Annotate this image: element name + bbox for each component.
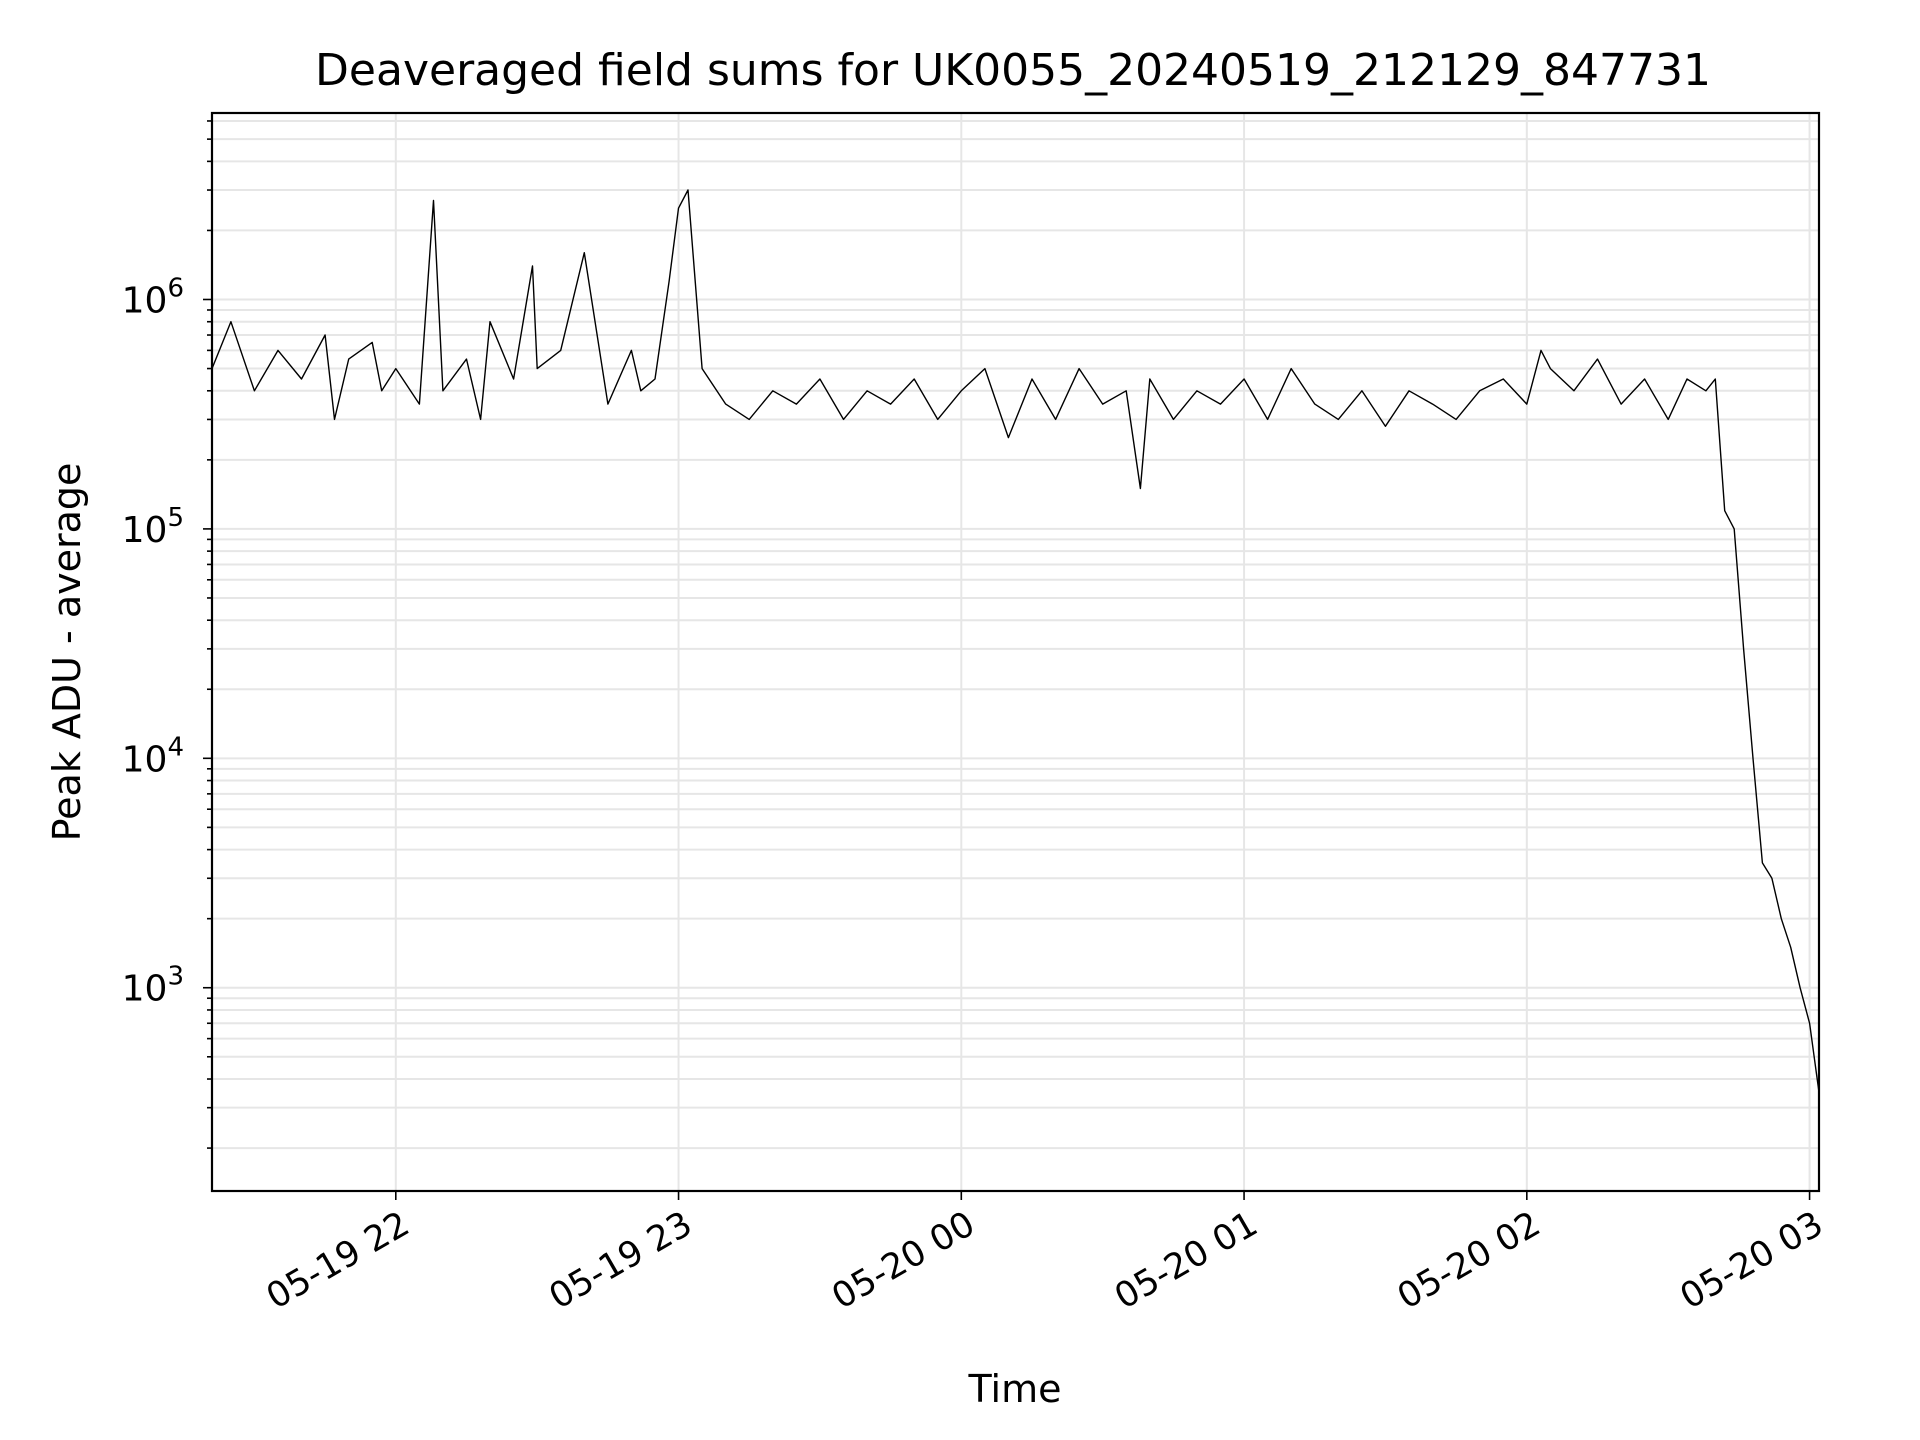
grid-layer [212,113,1819,1191]
plot-frame [210,111,1821,1193]
y-tick-label-base: 10 [122,969,168,1010]
y-tick-label: 105 [122,503,184,551]
y-tick-label-exponent: 3 [167,962,184,992]
y-tick-label: 106 [122,273,184,321]
y-tick-label-exponent: 4 [167,732,184,762]
x-axis-label: Time [968,1367,1062,1411]
y-tick-label: 103 [122,962,184,1010]
series-layer [211,189,1820,1093]
y-axis-label: Peak ADU - average [45,463,89,842]
y-tick-label-base: 10 [122,280,168,321]
tick-layer [203,120,1811,1200]
y-tick-label-exponent: 6 [167,273,184,303]
y-tick-label: 104 [122,732,184,780]
y-tick-label-base: 10 [122,510,168,551]
chart-title: Deaveraged field sums for UK0055_2024051… [315,45,1711,96]
y-tick-label-base: 10 [122,739,168,780]
y-tick-label-exponent: 5 [167,503,184,533]
data-line [211,189,1820,1093]
